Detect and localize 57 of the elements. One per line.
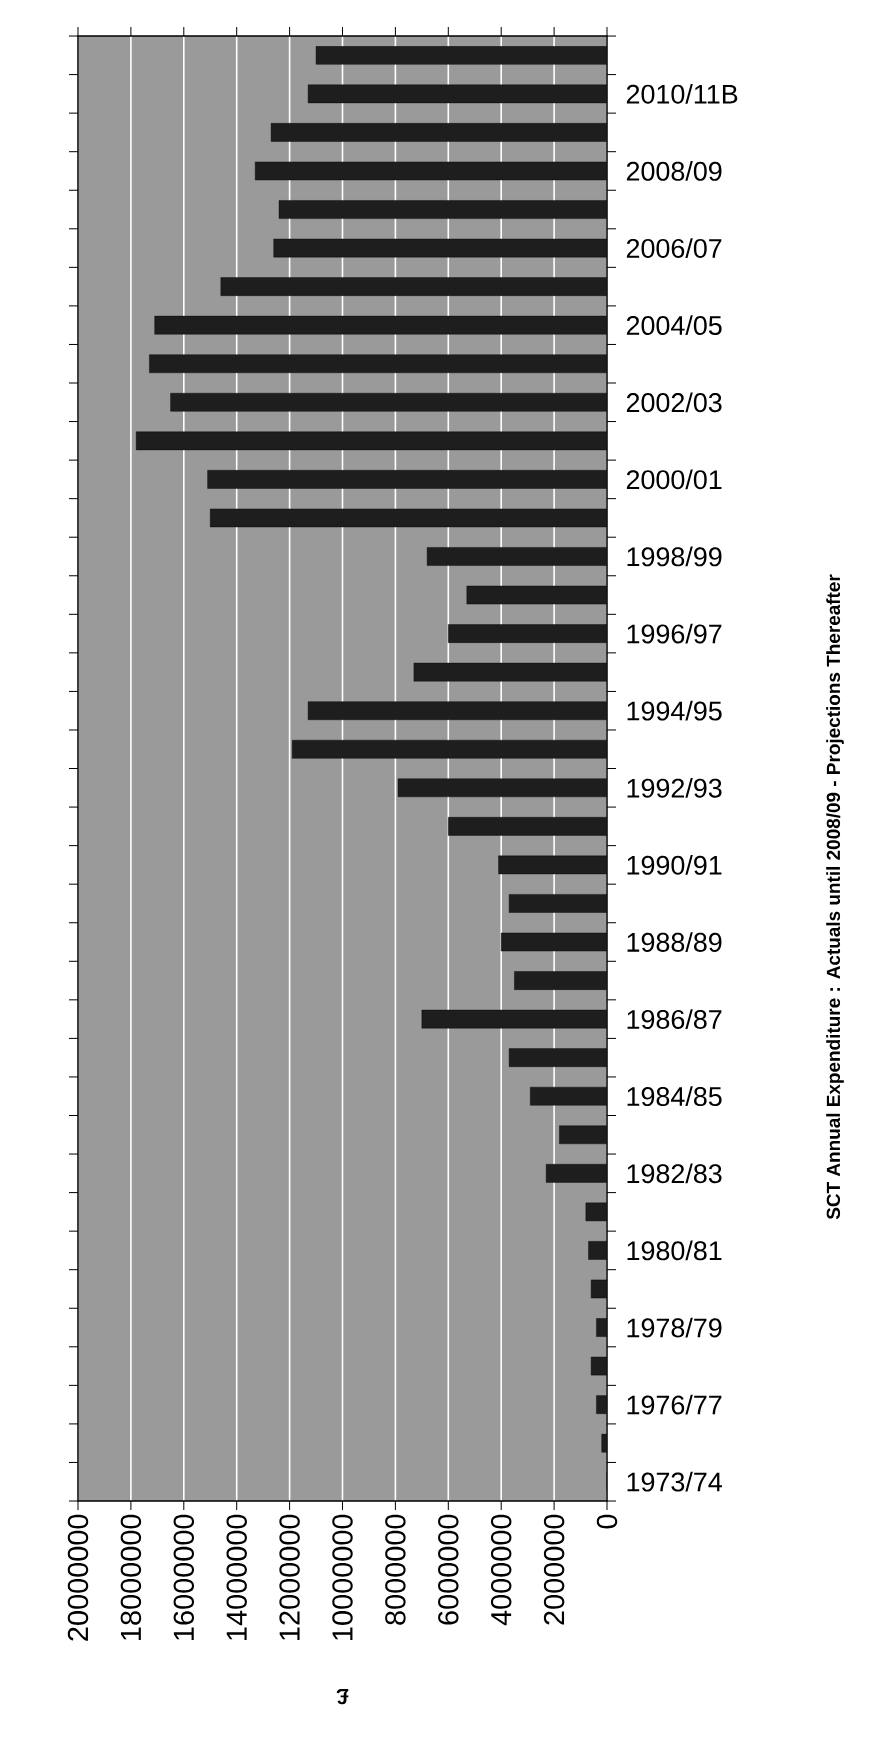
- y-tick-label: 2004/05: [626, 315, 722, 336]
- x-tick-label: 14000000: [226, 1514, 247, 1640]
- y-tick-label: 2010/11B: [626, 83, 738, 104]
- bar: [448, 817, 607, 836]
- y-tick-label: 1980/81: [627, 1240, 722, 1261]
- y-tick-label: 2002/03: [626, 392, 722, 413]
- bar: [514, 971, 607, 990]
- bar: [530, 1086, 607, 1106]
- bar: [270, 123, 607, 142]
- bar: [498, 855, 607, 875]
- bar: [397, 778, 607, 798]
- y-tick-label: 1978/79: [627, 1317, 722, 1338]
- y-tick-label: 1988/89: [627, 932, 722, 952]
- x-tick-label: 4000000: [490, 1514, 512, 1626]
- y-tick-label: 2006/07: [626, 238, 722, 258]
- y-tick-label: 1990/91: [627, 855, 722, 875]
- bar: [278, 200, 607, 219]
- bar: [508, 894, 607, 913]
- bar: [154, 315, 607, 335]
- bar: [508, 1048, 607, 1067]
- bar: [149, 354, 607, 373]
- y-tick-label: 1998/99: [627, 546, 722, 567]
- x-tick-label: 10000000: [332, 1514, 353, 1640]
- y-tick-label: 2008/09: [626, 161, 722, 181]
- y-tick-label: 1996/97: [627, 623, 722, 644]
- x-axis-title: £: [336, 1688, 349, 1705]
- x-tick-label: 0: [596, 1514, 618, 1529]
- bar: [207, 470, 607, 489]
- y-tick-label: 2000/01: [626, 469, 722, 490]
- y-tick-label: 1986/87: [627, 1009, 722, 1029]
- x-tick-label: 12000000: [279, 1514, 300, 1640]
- x-tick-label: 2000000: [543, 1514, 565, 1625]
- bar: [170, 393, 607, 412]
- x-tick-label: 8000000: [385, 1514, 406, 1625]
- x-tick-label: 18000000: [120, 1514, 142, 1640]
- bar: [413, 662, 607, 682]
- y-tick-label: 1976/77: [627, 1394, 722, 1415]
- y-tick-label: 1992/93: [627, 777, 722, 798]
- bar: [307, 701, 607, 720]
- bar: [135, 431, 607, 451]
- bar: [421, 1009, 607, 1029]
- bar: [559, 1125, 607, 1145]
- y-tick-label: 1994/95: [627, 700, 722, 721]
- x-tick-label: 6000000: [438, 1514, 459, 1625]
- y-tick-label: 1982/83: [627, 1163, 722, 1184]
- y-tick-label: 1984/85: [627, 1086, 722, 1107]
- x-tick-label: 20000000: [67, 1514, 89, 1641]
- text: SCT Annual Expenditure : Actuals until 2008/09 - Projections Thereafter: [826, 574, 844, 1220]
- bar: [307, 84, 607, 104]
- bar: [545, 1164, 607, 1183]
- bar: [292, 739, 607, 759]
- bar: [448, 624, 607, 643]
- bar: [426, 547, 607, 566]
- bar: [315, 46, 607, 65]
- x-tick-label: 16000000: [173, 1514, 195, 1640]
- bar: [220, 277, 607, 296]
- y-tick-label: 1973/74: [627, 1471, 722, 1492]
